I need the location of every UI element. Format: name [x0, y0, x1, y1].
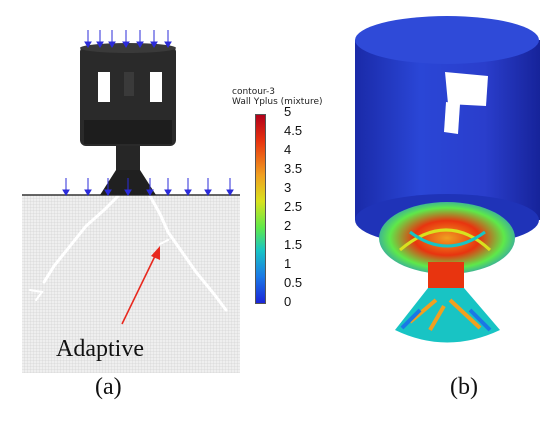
- colorbar-tick: 3.5: [284, 161, 303, 176]
- legend-title-line2: Wall Yplus (mixture): [232, 97, 323, 107]
- legend-title: contour-3 Wall Yplus (mixture): [232, 87, 323, 107]
- adaptive-refinement: [29, 194, 228, 312]
- mesh-figure: [22, 30, 240, 373]
- colorbar-tick: 0.5: [284, 275, 303, 290]
- annotation-arrow: [121, 246, 160, 325]
- colorbar: [255, 114, 266, 304]
- contour-nozzle: [395, 288, 500, 343]
- colorbar-tick: 4.5: [284, 123, 303, 138]
- top-load-arrows: [84, 30, 172, 48]
- cylinder-cup: [355, 16, 540, 246]
- contour-stem: [428, 262, 464, 290]
- contour-underside: [379, 202, 515, 274]
- contour-render: [355, 16, 540, 343]
- colorbar-tick: 5: [284, 104, 292, 119]
- colorbar-tick: 2: [284, 218, 292, 233]
- colorbar-tick: 3: [284, 180, 292, 195]
- panel-label-a: (a): [95, 374, 122, 400]
- colorbar-tick: 2.5: [284, 199, 303, 214]
- panel-label-b: (b): [450, 374, 478, 400]
- cup-body: [80, 43, 176, 146]
- adaptive-label: Adaptive: [56, 336, 144, 362]
- legend-title-line1: contour-3: [232, 87, 275, 97]
- colorbar-tick: 1.5: [284, 237, 303, 252]
- colorbar-tick: 4: [284, 142, 292, 157]
- surface-load-arrows: [62, 178, 234, 196]
- colorbar-tick: 0: [284, 294, 292, 309]
- colorbar-tick: 1: [284, 256, 292, 271]
